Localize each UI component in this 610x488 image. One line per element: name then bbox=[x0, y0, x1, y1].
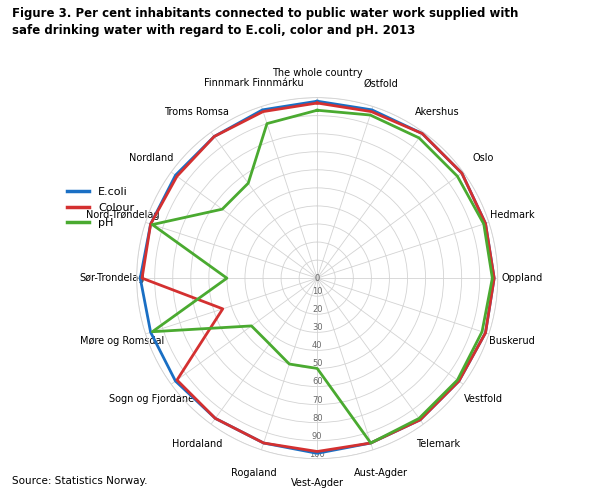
Text: Source: Statistics Norway.: Source: Statistics Norway. bbox=[12, 476, 148, 486]
Text: Figure 3. Per cent inhabitants connected to public water work supplied with
safe: Figure 3. Per cent inhabitants connected… bbox=[12, 7, 518, 37]
Text: 0: 0 bbox=[315, 274, 320, 283]
Legend: E.coli, Colour, pH: E.coli, Colour, pH bbox=[63, 183, 139, 233]
